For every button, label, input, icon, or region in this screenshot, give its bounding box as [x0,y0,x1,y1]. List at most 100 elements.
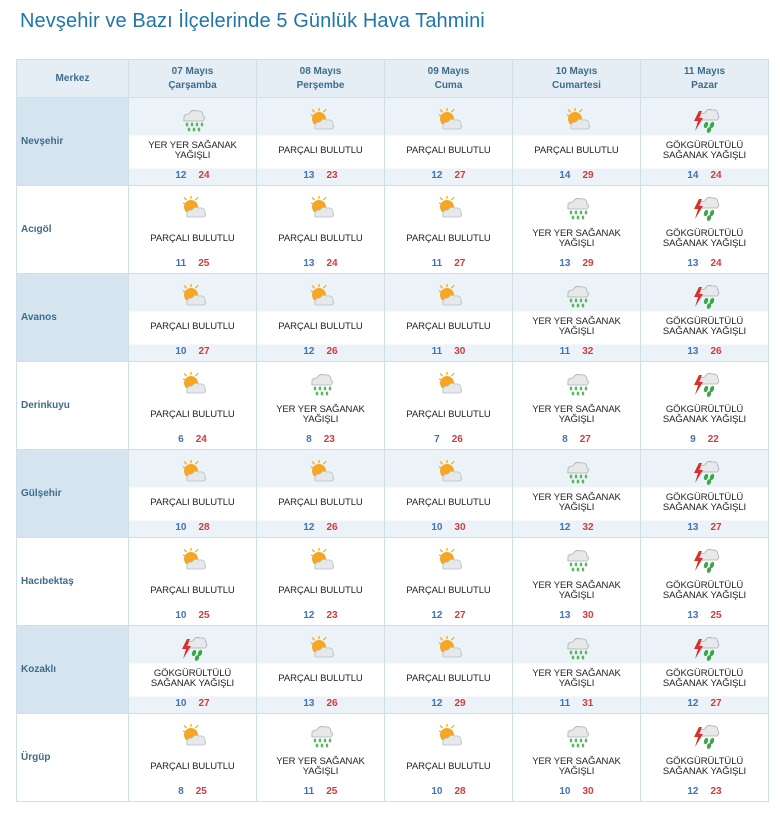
condition-text: PARÇALI BULUTLU [150,409,235,420]
day-weekday: Pazar [691,79,718,91]
min-temp: 11 [431,258,443,269]
forecast-cell: PARÇALI BULUTLU 10 28 [384,713,513,802]
min-temp: 11 [559,346,571,357]
max-temp: 26 [326,522,338,533]
city-name: Derinkuyu [16,361,129,450]
min-temp: 10 [175,698,187,709]
partly-cloudy-icon [178,282,208,310]
city-name: Nevşehir [16,97,129,186]
rain-cloud-icon [562,722,592,750]
condition-text: GÖKGÜRÜLTÜLÜ SAĞANAK YAĞIŞLI [662,668,747,689]
rain-cloud-icon [562,458,592,486]
min-temp: 13 [687,522,699,533]
day-date: 10 Mayıs [555,65,598,77]
max-temp: 27 [710,698,722,709]
forecast-cell: GÖKGÜRÜLTÜLÜ SAĞANAK YAĞIŞLI 13 25 [640,537,769,626]
condition-text: YER YER SAĞANAK YAĞIŞLI [532,492,621,513]
forecast-cell: GÖKGÜRÜLTÜLÜ SAĞANAK YAĞIŞLI 14 24 [640,97,769,186]
forecast-cell: GÖKGÜRÜLTÜLÜ SAĞANAK YAĞIŞLI 13 26 [640,273,769,362]
thunderstorm-icon [690,194,720,222]
condition-text: PARÇALI BULUTLU [150,321,235,332]
min-temp: 12 [687,698,699,709]
thunderstorm-icon [690,546,720,574]
temperature-range: 12 32 [513,522,640,534]
max-temp: 24 [326,258,338,269]
condition-text: PARÇALI BULUTLU [278,321,363,332]
max-temp: 25 [710,610,722,621]
thunderstorm-icon [690,458,720,486]
forecast-cell: PARÇALI BULUTLU 12 27 [384,537,513,626]
min-temp: 8 [178,786,184,797]
max-temp: 32 [582,522,594,533]
condition-text: YER YER SAĞANAK YAĞIŞLI [148,140,237,161]
condition-text: PARÇALI BULUTLU [406,497,491,508]
city-name: Ürgüp [16,713,129,802]
forecast-cell: PARÇALI BULUTLU 10 27 [128,273,257,362]
day-weekday: Perşembe [296,79,345,91]
max-temp: 29 [582,258,594,269]
temperature-range: 13 25 [641,610,768,622]
min-temp: 11 [431,346,443,357]
forecast-cell: PARÇALI BULUTLU 10 30 [384,449,513,538]
max-temp: 27 [198,346,210,357]
max-temp: 24 [198,170,210,181]
temperature-range: 10 30 [385,522,512,534]
min-temp: 12 [303,522,315,533]
page-title: Nevşehir ve Bazı İlçelerinde 5 Günlük Ha… [20,10,485,32]
max-temp: 29 [454,698,466,709]
min-temp: 13 [303,258,315,269]
forecast-cell: PARÇALI BULUTLU 13 23 [256,97,385,186]
forecast-cell: GÖKGÜRÜLTÜLÜ SAĞANAK YAĞIŞLI 13 27 [640,449,769,538]
min-temp: 11 [303,786,315,797]
condition-text: PARÇALI BULUTLU [278,673,363,684]
day-weekday: Cuma [434,79,463,91]
temperature-range: 12 27 [385,170,512,182]
max-temp: 29 [582,170,594,181]
thunderstorm-icon [690,370,720,398]
forecast-cell: PARÇALI BULUTLU 11 30 [384,273,513,362]
city-name: Acıgöl [16,185,129,274]
min-temp: 12 [175,170,187,181]
condition-text: PARÇALI BULUTLU [278,145,363,156]
temperature-range: 12 27 [641,698,768,710]
max-temp: 28 [454,786,466,797]
max-temp: 25 [326,786,338,797]
city-name: Hacıbektaş [16,537,129,626]
temperature-range: 10 25 [129,610,256,622]
max-temp: 27 [454,610,466,621]
partly-cloudy-icon [434,370,464,398]
day-date: 11 Mayıs [683,65,726,77]
max-temp: 30 [582,786,594,797]
rain-cloud-icon [562,194,592,222]
condition-text: GÖKGÜRÜLTÜLÜ SAĞANAK YAĞIŞLI [150,668,235,689]
forecast-cell: PARÇALI BULUTLU 8 25 [128,713,257,802]
max-temp: 24 [710,170,722,181]
max-temp: 23 [323,434,335,445]
max-temp: 23 [326,610,338,621]
day-header: 09 Mayıs Cuma [384,59,513,98]
temperature-range: 13 23 [257,170,384,182]
day-date: 09 Mayıs [427,65,470,77]
temperature-range: 11 27 [385,258,512,270]
forecast-cell: PARÇALI BULUTLU 11 27 [384,185,513,274]
temperature-range: 13 26 [257,698,384,710]
day-header: 10 Mayıs Cumartesi [512,59,641,98]
min-temp: 10 [431,522,443,533]
max-temp: 25 [195,786,207,797]
forecast-cell: YER YER SAĞANAK YAĞIŞLI 12 24 [128,97,257,186]
max-temp: 24 [710,258,722,269]
max-temp: 25 [198,610,210,621]
partly-cloudy-icon [434,282,464,310]
min-temp: 14 [559,170,571,181]
rain-cloud-icon [562,370,592,398]
temperature-range: 13 26 [641,346,768,358]
forecast-cell: YER YER SAĞANAK YAĞIŞLI 12 32 [512,449,641,538]
rain-cloud-icon [562,546,592,574]
partly-cloudy-icon [306,634,336,662]
condition-text: PARÇALI BULUTLU [278,233,363,244]
max-temp: 27 [579,434,591,445]
day-header: 11 Mayıs Pazar [640,59,769,98]
rain-cloud-icon [178,106,208,134]
forecast-cell: PARÇALI BULUTLU 7 26 [384,361,513,450]
condition-text: YER YER SAĞANAK YAĞIŞLI [276,756,365,777]
